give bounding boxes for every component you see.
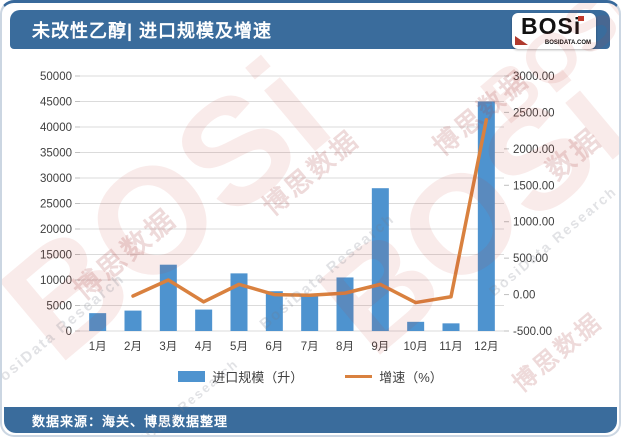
legend-line-label: 增速（%）: [379, 369, 443, 385]
report-footer: 数据来源：海关、博思数据整理: [4, 407, 617, 433]
bar-9月: [371, 188, 389, 331]
chart-legend: 进口规模（升） 增速（%）: [2, 366, 619, 386]
import-scale-growth-chart: 0 5000 10000 15000 20000 25000 30000 35000 40000…: [40, 71, 555, 353]
x-axis-label: 1月: [89, 341, 107, 353]
left-axis-label: 5000: [46, 301, 72, 313]
x-axis-label: 11月: [439, 341, 462, 353]
x-axis-label: 8月: [336, 341, 354, 353]
x-axis-label: 6月: [265, 341, 283, 353]
right-axis-label: 0.00: [513, 290, 535, 302]
right-axis-label: 1000.00: [513, 217, 555, 229]
legend-line-swatch: [345, 374, 373, 378]
left-axis-label: 30000: [40, 173, 72, 185]
right-axis-label: 2500.00: [513, 107, 555, 119]
report-header: 未改性乙醇| 进口规模及增速 BOSi BOSIDATA.COM: [10, 10, 610, 49]
logo-red-triangle-icon: [515, 36, 528, 45]
left-axis-label: 0: [66, 326, 72, 338]
bar-5月: [230, 273, 248, 331]
x-axis-label: 9月: [371, 341, 389, 353]
x-axis-label: 10月: [404, 341, 428, 353]
left-axis-label: 40000: [40, 122, 72, 134]
x-axis-label: 12月: [474, 341, 498, 353]
bar-12月: [477, 101, 495, 331]
bosi-logo: BOSi BOSIDATA.COM: [512, 13, 596, 49]
logo-red-dot-icon: [578, 16, 584, 21]
bar-8月: [336, 277, 354, 331]
x-axis-label: 5月: [230, 341, 248, 353]
x-axis-label: 3月: [159, 341, 177, 353]
legend-bar-label: 进口规模（升）: [212, 369, 304, 385]
x-axis-label: 7月: [301, 341, 319, 353]
bar-11月: [442, 323, 460, 331]
page-title: 未改性乙醇| 进口规模及增速: [32, 20, 273, 41]
x-axis-label: 2月: [124, 341, 142, 353]
right-axis-label: 500.00: [513, 253, 548, 265]
legend-item-imports: 进口规模（升）: [178, 367, 303, 386]
legend-bar-swatch: [178, 370, 206, 382]
bar-3月: [159, 264, 177, 331]
data-source-text: 数据来源：海关、博思数据整理: [32, 413, 229, 429]
logo-brand-text: BOSi: [521, 13, 582, 39]
left-axis-label: 35000: [40, 148, 72, 160]
left-axis-label: 50000: [40, 71, 72, 83]
right-axis-label: 1500.00: [513, 180, 555, 192]
bar-10月: [407, 321, 425, 331]
right-axis-label: 3000.00: [513, 71, 555, 83]
left-axis-label: 15000: [40, 250, 72, 262]
left-axis-label: 10000: [40, 275, 72, 287]
legend-item-growth: 增速（%）: [345, 367, 443, 386]
growth-line: [131, 117, 489, 305]
right-axis-label: -500.00: [513, 326, 552, 338]
bar-4月: [195, 309, 213, 331]
x-axis-label: 4月: [195, 341, 213, 353]
left-axis-label: 25000: [40, 199, 72, 211]
bar-6月: [265, 291, 283, 331]
logo-site-text: BOSIDATA.COM: [544, 40, 591, 46]
right-axis-label: 2000.00: [513, 144, 555, 156]
bar-2月: [124, 310, 142, 331]
left-axis-label: 20000: [40, 224, 72, 236]
left-axis-label: 45000: [40, 97, 72, 109]
bar-1月: [89, 313, 107, 331]
bar-7月: [301, 294, 319, 331]
